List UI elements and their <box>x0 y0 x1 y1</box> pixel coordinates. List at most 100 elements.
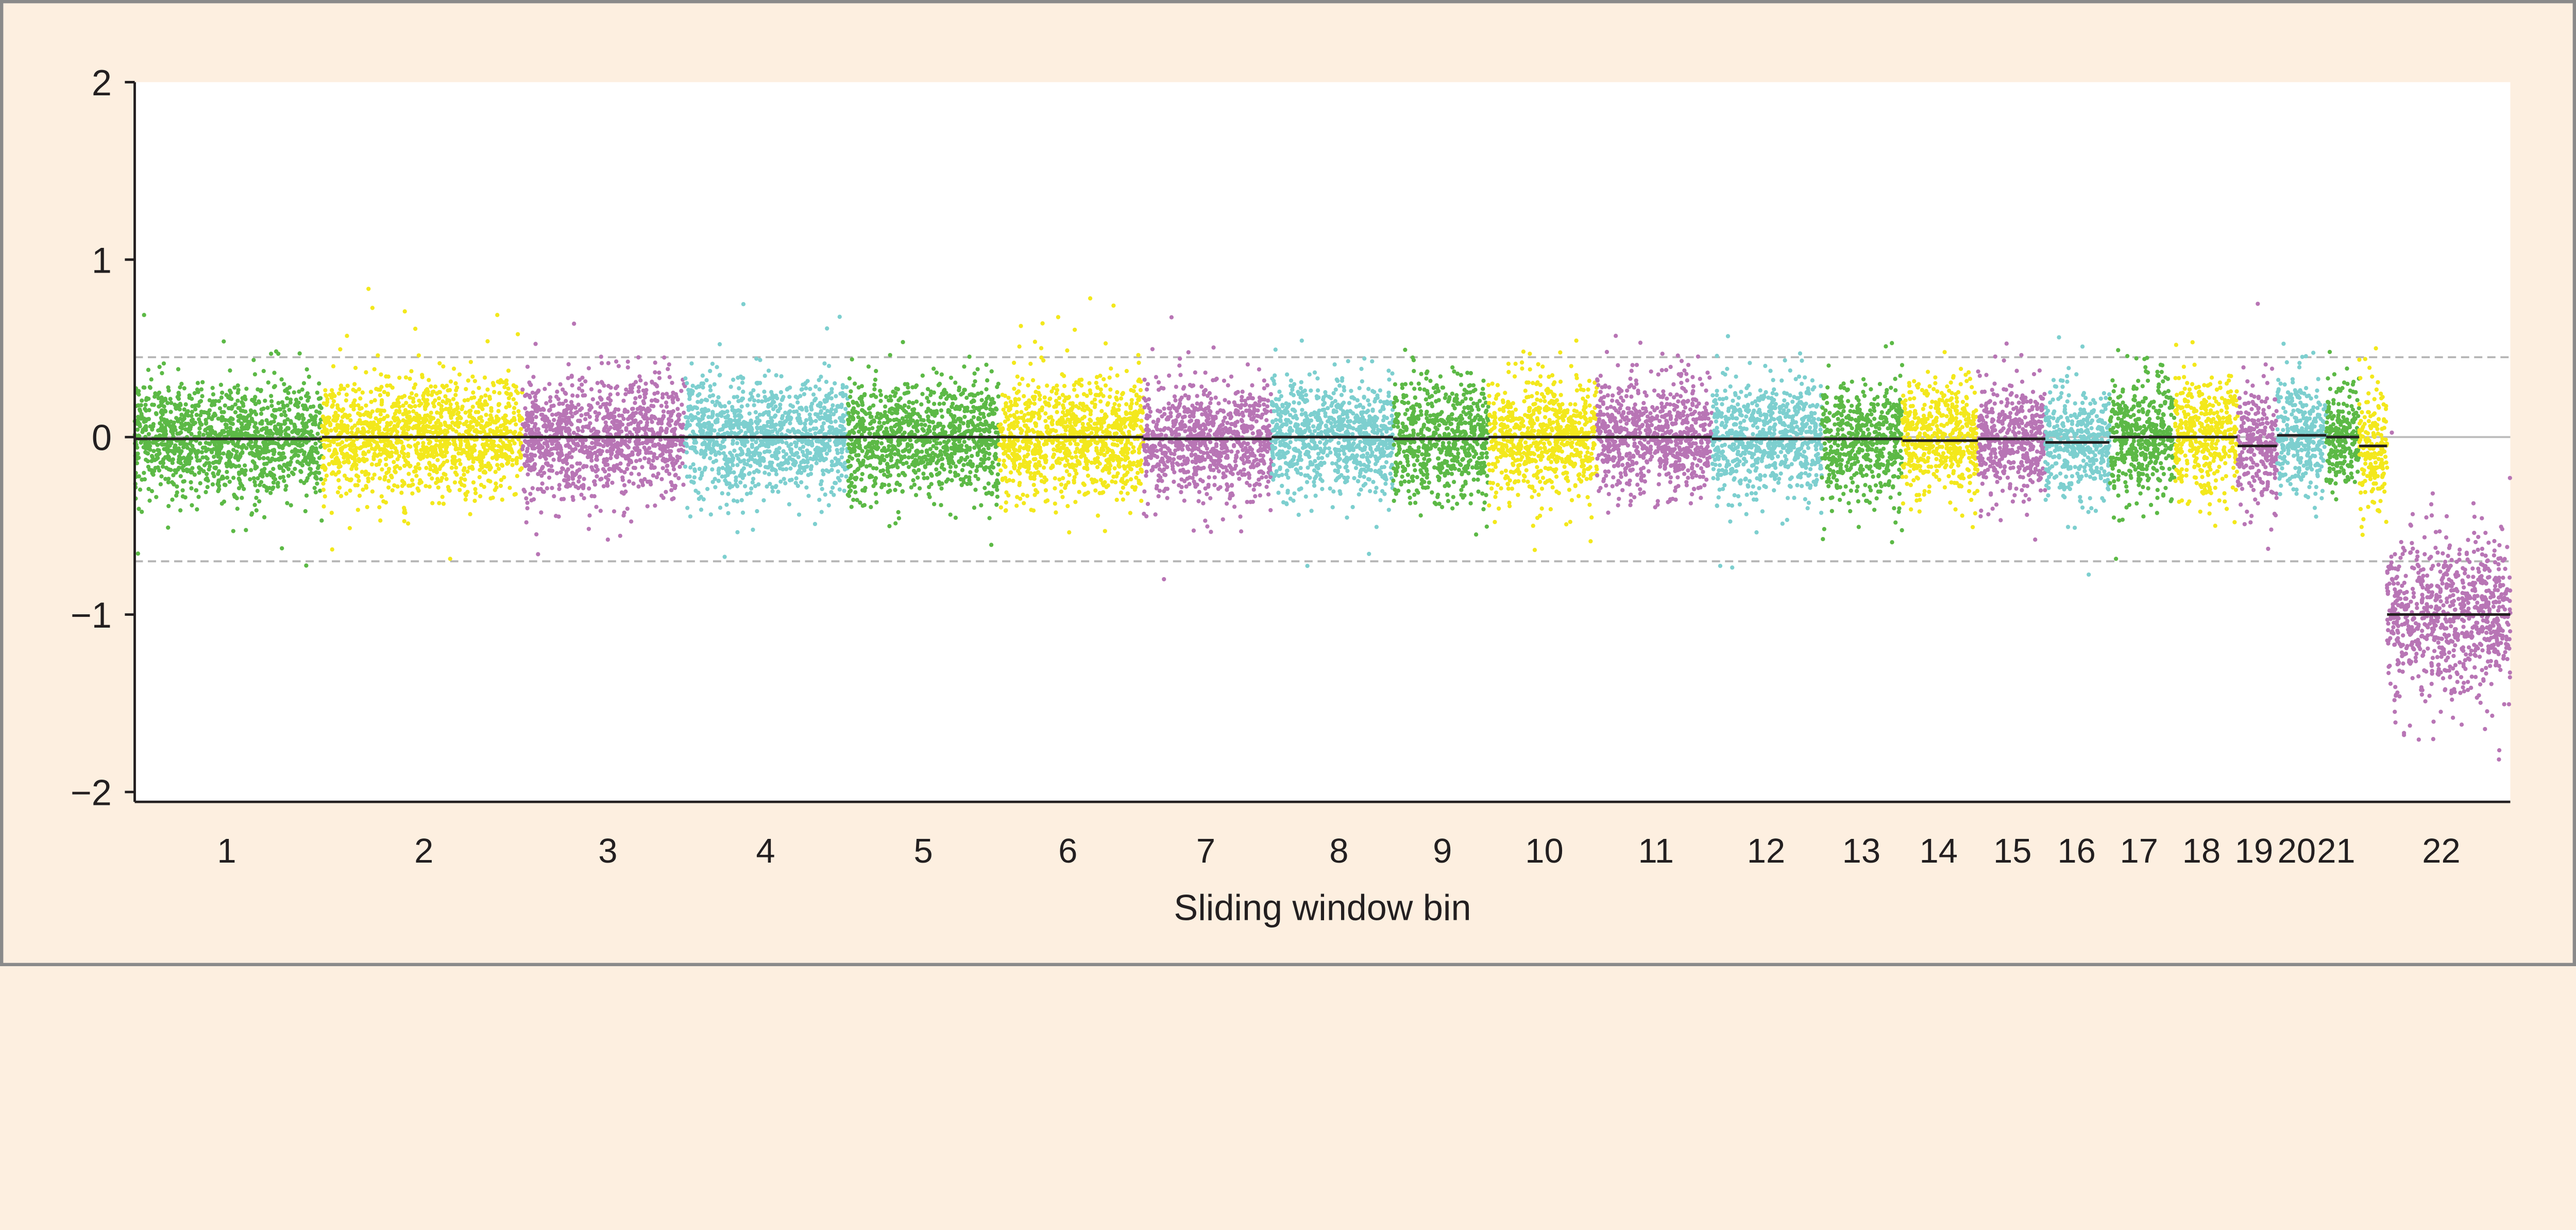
data-point <box>814 461 819 466</box>
data-point <box>633 380 638 384</box>
data-point <box>581 486 586 491</box>
data-point <box>140 430 145 434</box>
data-point <box>160 399 165 403</box>
data-point <box>787 394 792 399</box>
data-point <box>550 440 554 445</box>
data-point <box>198 481 202 485</box>
data-point <box>427 484 432 489</box>
data-point <box>396 400 401 405</box>
data-point <box>286 426 291 431</box>
data-point <box>444 477 449 481</box>
data-point <box>869 504 873 510</box>
data-point <box>640 406 646 411</box>
data-point <box>445 459 450 463</box>
data-point <box>500 497 504 502</box>
data-point <box>633 400 637 406</box>
data-point <box>670 394 674 399</box>
data-point <box>313 490 318 495</box>
data-point <box>676 476 681 481</box>
data-point <box>163 477 168 481</box>
data-point <box>397 375 402 380</box>
data-point <box>239 421 244 426</box>
data-point <box>787 410 792 414</box>
data-point <box>813 431 818 436</box>
data-point <box>175 431 180 436</box>
data-point <box>409 369 414 374</box>
data-point <box>684 450 689 455</box>
data-point <box>416 416 421 421</box>
data-point <box>414 465 418 470</box>
data-point <box>244 528 248 532</box>
data-point <box>590 397 595 402</box>
data-point <box>384 462 388 467</box>
data-point <box>843 407 848 411</box>
data-point <box>273 477 278 482</box>
data-point <box>754 356 759 361</box>
data-point <box>659 477 664 481</box>
data-point <box>557 401 562 406</box>
data-point <box>411 409 416 414</box>
data-point <box>621 398 626 403</box>
data-point <box>479 425 484 430</box>
data-point <box>554 394 559 399</box>
data-point <box>683 376 688 381</box>
data-point <box>161 457 166 462</box>
data-point <box>570 477 575 481</box>
data-point <box>645 504 650 509</box>
data-point <box>806 473 811 478</box>
data-point <box>953 515 958 520</box>
data-point <box>308 433 313 437</box>
data-point <box>605 408 609 412</box>
data-point <box>699 398 704 403</box>
data-point <box>486 478 491 483</box>
data-point <box>534 532 539 537</box>
data-point <box>417 403 422 408</box>
data-point <box>665 463 670 468</box>
data-point <box>197 441 202 446</box>
data-point <box>661 414 666 419</box>
data-point <box>530 390 535 395</box>
data-point <box>236 476 241 481</box>
data-point <box>324 402 329 407</box>
data-point <box>384 374 388 379</box>
data-point <box>386 466 392 471</box>
data-point <box>524 428 529 433</box>
data-point <box>671 467 676 471</box>
data-point <box>735 441 739 446</box>
data-point <box>447 424 452 429</box>
data-point <box>650 379 654 384</box>
data-point <box>530 457 535 462</box>
data-point <box>808 451 812 456</box>
data-point <box>459 416 463 420</box>
data-point <box>221 451 226 456</box>
data-point <box>378 417 383 422</box>
data-point <box>177 393 181 397</box>
data-point <box>299 396 303 401</box>
data-point <box>249 446 254 451</box>
data-point <box>555 390 560 394</box>
data-point <box>166 503 171 509</box>
data-point <box>361 426 365 431</box>
data-point <box>515 332 520 336</box>
data-point <box>811 392 816 397</box>
data-point <box>295 460 300 464</box>
data-point <box>684 415 689 419</box>
data-point <box>741 466 747 470</box>
data-point <box>323 477 328 482</box>
data-point <box>623 442 628 446</box>
data-point <box>433 465 438 470</box>
data-point <box>642 445 647 450</box>
data-point <box>735 499 740 504</box>
data-point <box>146 486 151 492</box>
data-point <box>380 467 384 472</box>
data-point <box>178 430 183 435</box>
data-point <box>726 511 731 515</box>
data-point <box>716 479 721 483</box>
data-point <box>409 391 414 396</box>
data-point <box>824 414 829 419</box>
data-point <box>536 445 540 450</box>
data-point <box>292 390 296 395</box>
data-point <box>256 454 261 459</box>
data-point <box>400 450 404 455</box>
data-point <box>937 401 942 406</box>
